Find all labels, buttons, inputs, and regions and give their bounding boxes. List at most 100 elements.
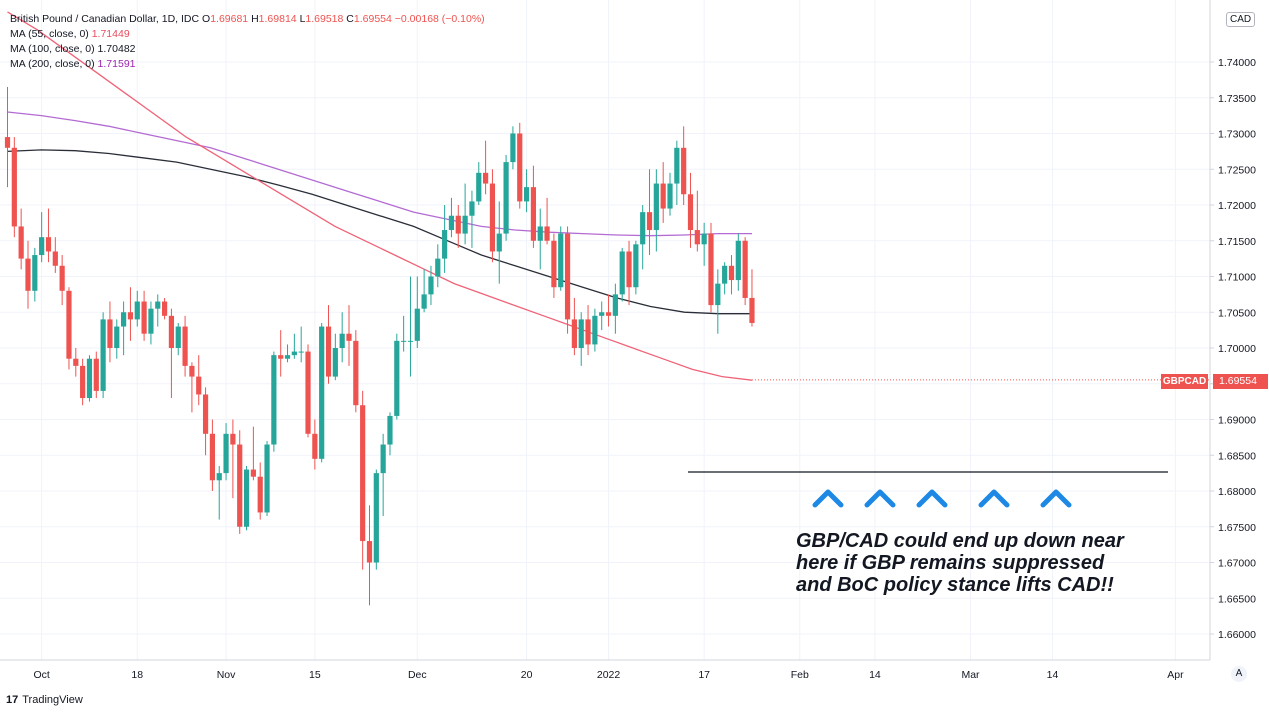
candle-body bbox=[407, 340, 414, 342]
legend-change: −0.00168 (−0.10%) bbox=[394, 13, 485, 25]
candle-body bbox=[585, 319, 591, 345]
auto-scale-button[interactable]: A bbox=[1231, 666, 1247, 682]
candle-body bbox=[537, 226, 543, 241]
time-tick-label: Oct bbox=[33, 669, 49, 681]
legend-ma100-row[interactable]: MA (100, close, 0) 1.70482 bbox=[10, 42, 485, 57]
candle-body bbox=[59, 265, 65, 291]
chart-annotation: GBP/CAD could end up down near here if G… bbox=[796, 530, 1124, 596]
candle-body bbox=[428, 276, 434, 295]
candle-body bbox=[715, 283, 721, 306]
currency-badge[interactable]: CAD bbox=[1226, 12, 1256, 27]
candle-body bbox=[421, 294, 427, 309]
candle-body bbox=[66, 290, 72, 359]
candle-body bbox=[134, 301, 140, 320]
candle-body bbox=[196, 376, 202, 395]
legend-ma55-label: MA (55, close, 0) bbox=[10, 28, 89, 40]
moving-average-lines bbox=[7, 11, 1210, 381]
time-tick-label: 20 bbox=[521, 669, 533, 681]
candle-body bbox=[728, 265, 735, 281]
candle-body bbox=[4, 137, 11, 148]
candle-body bbox=[496, 233, 502, 252]
candle-body bbox=[592, 315, 598, 345]
price-tick-label: 1.68500 bbox=[1218, 450, 1256, 462]
candle-body bbox=[489, 183, 496, 252]
time-tick-label: Mar bbox=[961, 669, 980, 681]
price-tick-label: 1.68000 bbox=[1218, 486, 1256, 498]
candle-body bbox=[121, 312, 127, 327]
candle-body bbox=[722, 265, 728, 284]
ma200-line bbox=[7, 111, 752, 237]
tradingview-branding[interactable]: 17 TradingView bbox=[6, 694, 83, 706]
time-tick-label: Nov bbox=[217, 669, 236, 681]
candlestick-series bbox=[4, 87, 755, 606]
candle-body bbox=[93, 358, 99, 391]
candle-body bbox=[319, 326, 325, 459]
candle-body bbox=[694, 230, 700, 245]
candle-body bbox=[469, 201, 475, 216]
candle-body bbox=[360, 405, 366, 542]
candle-body bbox=[271, 355, 277, 445]
candle-body bbox=[373, 473, 379, 563]
candle-body bbox=[52, 251, 58, 266]
candle-body bbox=[749, 297, 755, 323]
candle-body bbox=[107, 319, 113, 348]
candle-body bbox=[278, 355, 284, 359]
candle-body bbox=[243, 469, 250, 527]
legend-ma55-row[interactable]: MA (55, close, 0) 1.71449 bbox=[10, 27, 485, 42]
candle-body bbox=[667, 183, 673, 209]
candle-body bbox=[312, 433, 318, 459]
candle-body bbox=[209, 433, 215, 481]
candle-body bbox=[346, 333, 352, 341]
candle-body bbox=[250, 469, 256, 477]
legend-ma100-value: 1.70482 bbox=[97, 43, 136, 55]
candle-body bbox=[640, 212, 646, 245]
time-tick-label: 17 bbox=[698, 669, 710, 681]
candle-body bbox=[564, 233, 571, 320]
candle-body bbox=[284, 355, 291, 359]
candle-body bbox=[366, 541, 373, 563]
candle-body bbox=[462, 215, 468, 234]
legend-ma200-value: 1.71591 bbox=[97, 58, 136, 70]
branding-text: TradingView bbox=[22, 694, 83, 706]
time-tick-label: Apr bbox=[1167, 669, 1184, 681]
up-arrow-icon bbox=[1040, 489, 1072, 508]
price-tick-label: 1.73500 bbox=[1218, 93, 1256, 105]
price-tick-label: 1.69000 bbox=[1218, 415, 1256, 427]
candle-body bbox=[45, 237, 52, 252]
legend-low: 1.69518 bbox=[305, 13, 344, 25]
candle-body bbox=[305, 351, 311, 434]
time-tick-label: 14 bbox=[869, 669, 881, 681]
candle-body bbox=[18, 226, 24, 259]
legend-ma200-label: MA (200, close, 0) bbox=[10, 58, 95, 70]
price-tick-label: 1.72000 bbox=[1218, 200, 1256, 212]
candle-body bbox=[339, 333, 345, 348]
candle-body bbox=[578, 319, 584, 348]
candle-body bbox=[476, 172, 482, 202]
candle-body bbox=[687, 194, 694, 231]
candle-body bbox=[237, 444, 243, 527]
price-tick-label: 1.66500 bbox=[1218, 593, 1256, 605]
candle-body bbox=[517, 133, 523, 202]
candle-body bbox=[298, 351, 304, 353]
legend-ma200-row[interactable]: MA (200, close, 0) 1.71591 bbox=[10, 57, 485, 72]
time-tick-label: 18 bbox=[131, 669, 143, 681]
candle-body bbox=[202, 394, 209, 434]
legend-ohlc-row: British Pound / Canadian Dollar, 1D, IDC… bbox=[10, 12, 485, 27]
candle-body bbox=[100, 319, 106, 391]
candle-body bbox=[380, 444, 386, 474]
candle-body bbox=[155, 301, 161, 309]
annotation-line-3: and BoC policy stance lifts CAD!! bbox=[796, 574, 1114, 596]
candle-body bbox=[605, 312, 612, 316]
candle-body bbox=[510, 133, 516, 163]
candle-body bbox=[175, 326, 181, 348]
candle-body bbox=[32, 255, 38, 291]
legend-high: 1.69814 bbox=[258, 13, 297, 25]
candle-body bbox=[168, 315, 175, 348]
candle-body bbox=[701, 233, 707, 245]
time-axis[interactable]: Oct 18 Nov 15 Dec 20 2022 17 Feb 14 Mar 14 Apr bbox=[0, 659, 1210, 681]
chart-grid bbox=[0, 0, 1210, 660]
legend-symbol: British Pound / Canadian Dollar, 1D, IDC bbox=[10, 13, 200, 25]
price-tick-label: 1.72500 bbox=[1218, 164, 1256, 176]
candle-body bbox=[544, 226, 550, 241]
